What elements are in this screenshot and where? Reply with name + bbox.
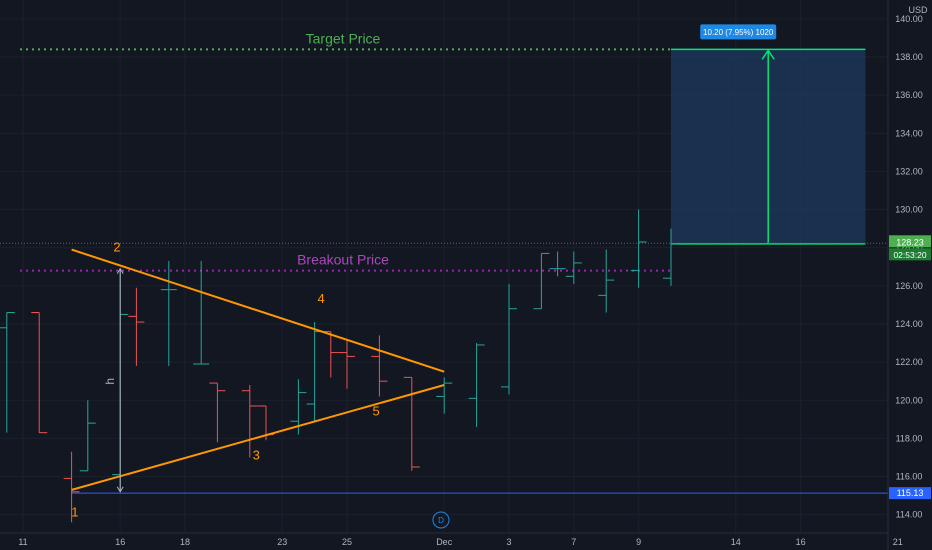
interval-badge-label: D [438, 516, 444, 525]
ohlc-bar [193, 261, 210, 365]
price-lines-layer [0, 48, 888, 494]
support-price-value: 115.13 [897, 488, 924, 498]
height-marker-arrow-down [116, 486, 124, 493]
x-tick-label: 25 [342, 537, 352, 547]
ohlc-bar [403, 376, 420, 471]
y-tick-label: 128.00 [895, 243, 923, 253]
x-tick-label: Dec [436, 537, 453, 547]
current-price-value: 128.23 [896, 237, 924, 247]
price-axis-panel[interactable] [888, 0, 932, 550]
ohlc-bar [436, 377, 453, 414]
y-tick-label: 130.00 [895, 205, 923, 215]
triangle-lower-line [71, 384, 445, 491]
support-price-badge [889, 487, 931, 500]
ohlc-bar [63, 451, 80, 523]
y-tick-label: 132.00 [895, 166, 923, 176]
ohlc-bar [598, 249, 615, 313]
interval-badge[interactable] [432, 511, 450, 529]
countdown-value: 02:53:20 [893, 250, 926, 260]
pattern-point-label: 4 [317, 291, 324, 306]
price-axis: 114.00 116.00 118.00 120.00 122.00 124.00 126.… [895, 14, 923, 520]
target-price-label: Target Price [306, 30, 381, 46]
ohlc-bar [31, 312, 48, 434]
ohlc-bar [533, 252, 550, 310]
time-axis[interactable]: 11 16 18 23 25 Dec 3 7 9 14 16 21 [18, 537, 902, 547]
currency-label: USD [908, 5, 928, 15]
y-tick-label: 120.00 [895, 395, 923, 405]
ohlc-bar [630, 209, 647, 288]
ohlc-bar [371, 335, 388, 397]
x-tick-label: 16 [115, 537, 125, 547]
y-tick-label: 122.00 [895, 357, 923, 367]
pattern-point-label: 2 [113, 240, 120, 255]
measure-box-layer: 10.20 (7.95%) 1020 [671, 24, 866, 245]
x-tick-label: 21 [893, 537, 903, 547]
ohlc-bar [565, 251, 582, 284]
y-tick-label: 124.00 [895, 319, 923, 329]
y-tick-label: 126.00 [895, 281, 923, 291]
ohlc-bar [549, 251, 566, 277]
pattern-point-label: 3 [253, 447, 260, 462]
ohlc-bar [468, 343, 485, 427]
ohlc-bar [209, 382, 226, 443]
measure-arrow-head [761, 49, 775, 60]
x-tick-label: 7 [571, 537, 576, 547]
x-tick-label: 16 [796, 537, 806, 547]
x-tick-label: 23 [277, 537, 287, 547]
ohlc-bar [0, 312, 15, 433]
ohlc-bar [160, 261, 177, 366]
height-marker-arrow-up [116, 267, 124, 274]
x-tick-label: 3 [506, 537, 511, 547]
x-tick-label: 14 [731, 537, 741, 547]
ohlc-bar [663, 228, 679, 286]
x-tick-label: 11 [18, 537, 27, 547]
y-tick-label: 136.00 [895, 90, 923, 100]
y-tick-label: 140.00 [895, 14, 923, 24]
y-tick-label: 118.00 [896, 433, 923, 443]
ohlc-bar [501, 283, 517, 395]
y-tick-label: 116.00 [896, 472, 923, 482]
ohlc-bar [79, 400, 96, 472]
triangle-upper-line [71, 248, 445, 373]
x-tick-label: 18 [180, 537, 190, 547]
measure-label: 10.20 (7.95%) 1020 [703, 28, 774, 37]
pattern-point-label: 5 [373, 404, 380, 419]
current-price-badge [889, 235, 931, 248]
axis-badges: 128.23 02:53:20 115.13 [889, 235, 931, 500]
ohlc-bar [241, 384, 258, 458]
countdown-badge [889, 248, 931, 261]
pattern-point-label: 1 [71, 505, 78, 520]
height-marker-label: h [103, 378, 117, 385]
ohlc-bar [128, 287, 145, 366]
ohlc-bar [339, 341, 355, 389]
annotation-labels: Target Price Breakout Price h 1 2 3 4 5 D [71, 30, 450, 529]
x-tick-label: 9 [636, 537, 641, 547]
measure-label-badge [700, 24, 777, 40]
y-tick-label: 138.00 [895, 52, 923, 62]
y-tick-label: 134.00 [895, 128, 923, 138]
y-tick-label: 114.00 [896, 510, 923, 520]
breakout-price-label: Breakout Price [297, 252, 389, 268]
triangle-pattern [71, 248, 445, 493]
